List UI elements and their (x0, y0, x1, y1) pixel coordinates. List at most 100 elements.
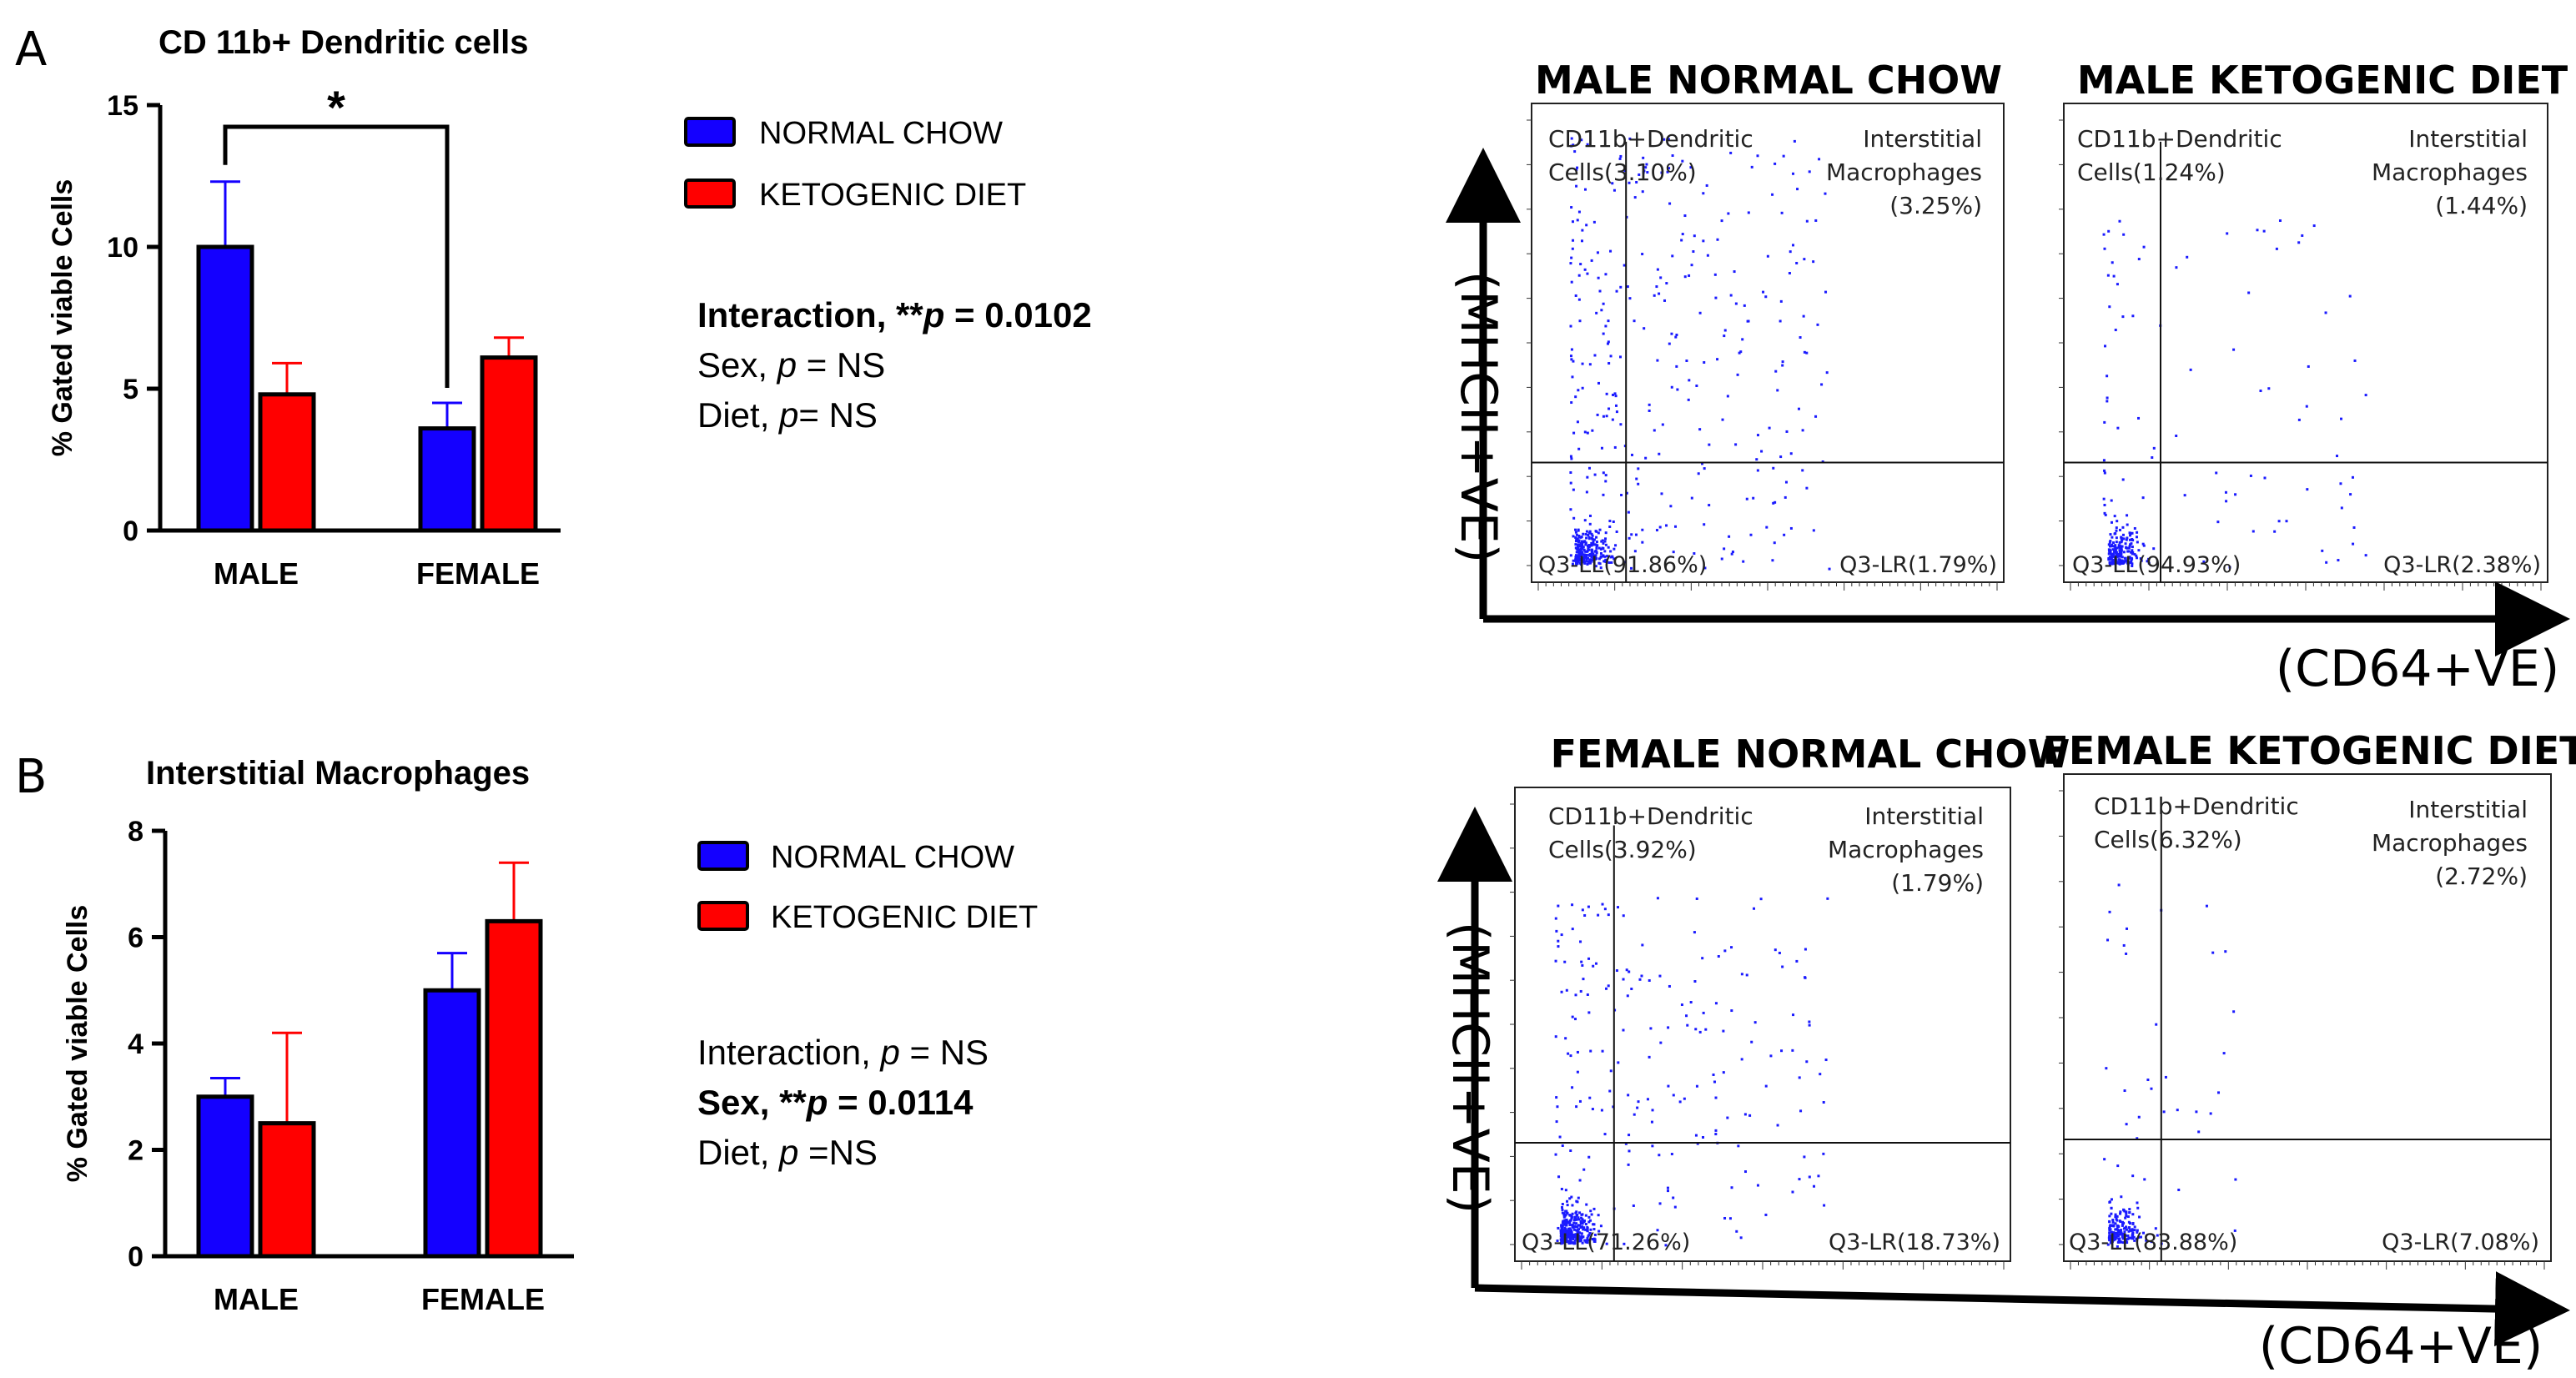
flow-event (1574, 543, 1577, 546)
flow-event (1581, 559, 1584, 562)
flow-event (1597, 561, 1601, 565)
flow-event (1577, 529, 1580, 532)
flow-event (2131, 549, 2134, 552)
chart-1-ytick-label: 8 (128, 816, 143, 847)
flow-event (1755, 458, 1758, 461)
flow-event (1750, 165, 1753, 168)
flow-event (2351, 475, 2354, 479)
flow-event (1592, 543, 1595, 546)
flow-event (1566, 1221, 1569, 1225)
flow-event (2150, 1240, 2153, 1244)
flow-event (1785, 430, 1789, 433)
flow-event (1570, 280, 1573, 284)
flow-event (1571, 247, 1574, 250)
flow-event (1558, 1135, 1562, 1139)
flow-event (1570, 1215, 1573, 1218)
flow-event (2197, 1130, 2201, 1134)
flow-event (1563, 1229, 1567, 1232)
flow-event (1590, 544, 1593, 547)
flow-event (1573, 1239, 1577, 1242)
flow-event (1685, 1014, 1688, 1018)
flow-event (2247, 291, 2251, 294)
flow-event (2131, 562, 2134, 566)
flow-event (2135, 554, 2138, 557)
flow-event (1580, 1213, 1583, 1216)
stat-label: Sex, (697, 345, 777, 385)
flow-event (1585, 550, 1588, 553)
flow-event (1726, 395, 1729, 398)
flow-event (1579, 263, 1582, 266)
flow-event (1583, 561, 1587, 564)
flow-event (1683, 1097, 1686, 1100)
flow-event (1569, 554, 1572, 557)
flow-event (1577, 1224, 1580, 1227)
flow-quadrant-ur-label: (1.79%) (1891, 869, 1984, 897)
flow-event (1581, 1241, 1584, 1245)
stat-value: = NS (798, 395, 878, 435)
flow-event (1574, 1217, 1577, 1220)
flow-event (1606, 555, 1609, 558)
flow-event (1572, 516, 1576, 520)
flow-event (1567, 1052, 1570, 1055)
flow-event (1597, 546, 1601, 550)
flow-event (1646, 1098, 1649, 1101)
flow-event (1582, 553, 1585, 556)
flow-event (2108, 562, 2111, 566)
flow-event (1577, 1196, 1580, 1199)
flow-event (1575, 1105, 1578, 1109)
flow-event (1592, 552, 1595, 556)
flow-event (2137, 1235, 2141, 1239)
flow-event (1633, 196, 1637, 199)
flow-event (1623, 561, 1626, 564)
flow-event (1607, 319, 1610, 323)
flow-event (2339, 482, 2342, 485)
flow-event (1578, 1211, 1582, 1215)
flow-event (1601, 1049, 1604, 1053)
flow-event (2126, 514, 2129, 517)
flow-event (2155, 1023, 2158, 1026)
flow-event (1603, 555, 1607, 558)
flow-event (2116, 1228, 2120, 1231)
flow-event (1577, 1218, 1581, 1221)
flow-event (2119, 546, 2122, 550)
flow-event (2118, 551, 2121, 554)
flow-event (1590, 259, 1593, 262)
flow-event (2228, 566, 2231, 569)
flow-quadrant-ul-label: CD11b+Dendritic (2094, 792, 2299, 820)
flow-event (1597, 1230, 1601, 1233)
flow-event (1745, 973, 1748, 977)
flow-event (2108, 1239, 2111, 1242)
flow-event (1644, 456, 1648, 460)
flow-event (1605, 415, 1608, 418)
flow-event (1609, 355, 1613, 358)
flow-event (1564, 1239, 1567, 1242)
flow-event (1584, 532, 1587, 536)
flow-event (1573, 1242, 1577, 1245)
flow-event (1714, 1133, 1718, 1136)
flow-event (1586, 562, 1589, 566)
flow-event (1581, 963, 1584, 967)
flow-event (1604, 987, 1607, 990)
flow-event (1571, 1224, 1574, 1227)
flow-event (2131, 1213, 2135, 1216)
flow-event (1658, 1154, 1661, 1157)
flow-event (1575, 538, 1578, 541)
flow-event (1651, 1109, 1654, 1112)
flow-event (2117, 1237, 2121, 1240)
flow-event (2306, 488, 2309, 491)
flow-event (2131, 1237, 2134, 1240)
flow-plot-title: MALE NORMAL CHOW (1535, 58, 2002, 103)
stat-line: Sex, **p = 0.0114 (697, 1083, 974, 1122)
flow-event (1653, 429, 1656, 432)
flow-event (1557, 904, 1560, 908)
flow-event (1600, 309, 1603, 312)
stat-p-symbol: p (806, 1083, 828, 1122)
flow-event (1659, 276, 1663, 279)
flow-quadrant-ur-label: (3.25%) (1889, 192, 1982, 219)
stat-value: = NS (900, 1033, 989, 1072)
flow-event (1605, 392, 1608, 395)
chart-0-ytick-label: 15 (107, 90, 138, 122)
flow-event (1587, 1011, 1591, 1014)
flow-event (2115, 526, 2118, 530)
flow-event (1565, 1224, 1568, 1227)
